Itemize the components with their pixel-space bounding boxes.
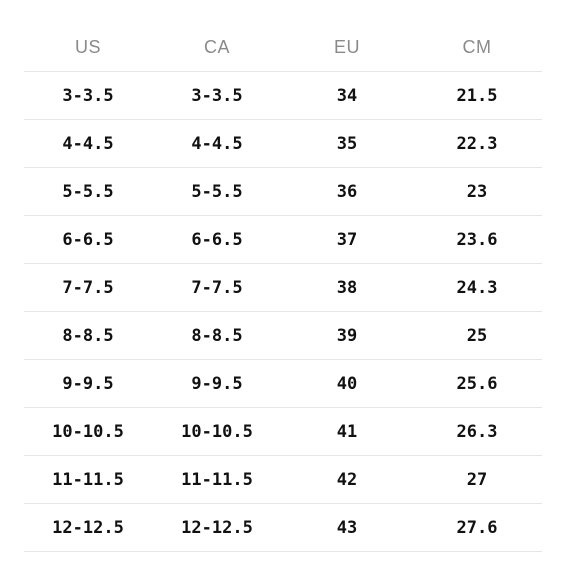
cell-us: 9-9.5 bbox=[24, 359, 152, 408]
cell-us: 7-7.5 bbox=[24, 263, 152, 312]
cell-cm: 21.5 bbox=[412, 71, 542, 120]
table-row: 6-6.5 6-6.5 37 23.6 bbox=[24, 215, 542, 264]
table-row: 12-12.5 12-12.5 43 27.6 bbox=[24, 503, 542, 552]
cell-us: 6-6.5 bbox=[24, 215, 152, 264]
cell-us: 3-3.5 bbox=[24, 71, 152, 120]
table-row: 8-8.5 8-8.5 39 25 bbox=[24, 311, 542, 360]
cell-cm: 26.3 bbox=[412, 407, 542, 456]
cell-eu: 37 bbox=[282, 215, 412, 264]
cell-us: 12-12.5 bbox=[24, 503, 152, 552]
cell-eu: 43 bbox=[282, 503, 412, 552]
cell-us: 5-5.5 bbox=[24, 167, 152, 216]
cell-ca: 7-7.5 bbox=[152, 263, 282, 312]
size-chart-body: 3-3.5 3-3.5 34 21.5 4-4.5 4-4.5 35 22.3 … bbox=[24, 71, 542, 552]
cell-eu: 39 bbox=[282, 311, 412, 360]
cell-cm: 23 bbox=[412, 167, 542, 216]
table-row: 9-9.5 9-9.5 40 25.6 bbox=[24, 359, 542, 408]
cell-ca: 6-6.5 bbox=[152, 215, 282, 264]
table-row: 11-11.5 11-11.5 42 27 bbox=[24, 455, 542, 504]
table-row: 5-5.5 5-5.5 36 23 bbox=[24, 167, 542, 216]
cell-ca: 12-12.5 bbox=[152, 503, 282, 552]
cell-cm: 27.6 bbox=[412, 503, 542, 552]
cell-eu: 38 bbox=[282, 263, 412, 312]
cell-cm: 25 bbox=[412, 311, 542, 360]
cell-us: 4-4.5 bbox=[24, 119, 152, 168]
cell-cm: 23.6 bbox=[412, 215, 542, 264]
cell-ca: 11-11.5 bbox=[152, 455, 282, 504]
cell-eu: 35 bbox=[282, 119, 412, 168]
cell-eu: 42 bbox=[282, 455, 412, 504]
header-us: US bbox=[24, 24, 152, 72]
cell-eu: 41 bbox=[282, 407, 412, 456]
cell-ca: 8-8.5 bbox=[152, 311, 282, 360]
cell-us: 11-11.5 bbox=[24, 455, 152, 504]
size-chart-header: US CA EU CM bbox=[24, 24, 542, 72]
cell-eu: 34 bbox=[282, 71, 412, 120]
table-row: 10-10.5 10-10.5 41 26.3 bbox=[24, 407, 542, 456]
cell-ca: 5-5.5 bbox=[152, 167, 282, 216]
table-row: 4-4.5 4-4.5 35 22.3 bbox=[24, 119, 542, 168]
table-row: 7-7.5 7-7.5 38 24.3 bbox=[24, 263, 542, 312]
header-cm: CM bbox=[412, 24, 542, 72]
cell-ca: 3-3.5 bbox=[152, 71, 282, 120]
table-row: 3-3.5 3-3.5 34 21.5 bbox=[24, 71, 542, 120]
cell-eu: 36 bbox=[282, 167, 412, 216]
cell-us: 8-8.5 bbox=[24, 311, 152, 360]
cell-ca: 9-9.5 bbox=[152, 359, 282, 408]
cell-ca: 4-4.5 bbox=[152, 119, 282, 168]
cell-us: 10-10.5 bbox=[24, 407, 152, 456]
cell-cm: 27 bbox=[412, 455, 542, 504]
cell-cm: 24.3 bbox=[412, 263, 542, 312]
cell-cm: 22.3 bbox=[412, 119, 542, 168]
cell-ca: 10-10.5 bbox=[152, 407, 282, 456]
header-eu: EU bbox=[282, 24, 412, 72]
header-ca: CA bbox=[152, 24, 282, 72]
cell-eu: 40 bbox=[282, 359, 412, 408]
size-chart-table: US CA EU CM 3-3.5 3-3.5 34 21.5 4-4.5 4-… bbox=[24, 24, 542, 552]
cell-cm: 25.6 bbox=[412, 359, 542, 408]
header-row: US CA EU CM bbox=[24, 24, 542, 72]
